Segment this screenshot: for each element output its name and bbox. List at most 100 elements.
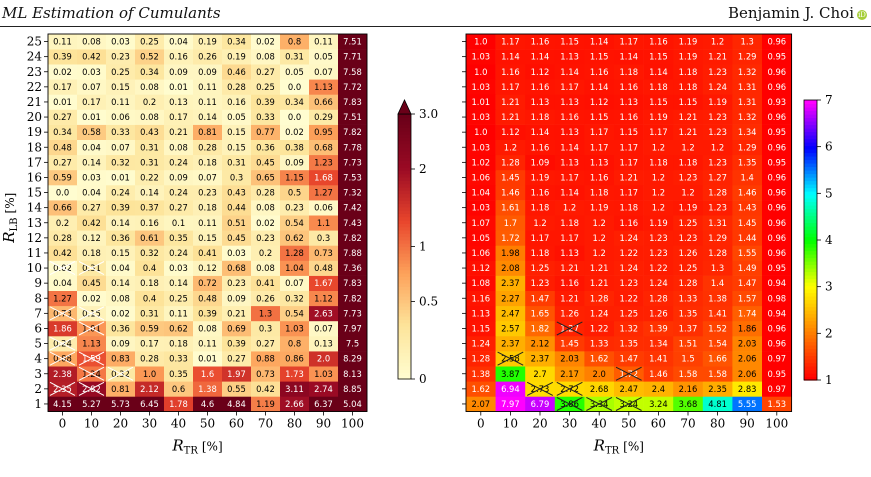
- cell-label: 1.19: [531, 172, 550, 182]
- cell-label: 0.44: [227, 203, 246, 213]
- cell-label: 1.0: [474, 37, 487, 47]
- cell-label: 1.19: [679, 203, 698, 213]
- colorbar-band: [804, 317, 817, 322]
- heatmap-cell: [762, 245, 792, 261]
- heatmap-cell: [135, 200, 165, 216]
- cell-label: 0.34: [53, 127, 72, 137]
- heatmap-cell: [702, 245, 733, 261]
- x-tick-label: 100: [765, 417, 788, 431]
- colorbar-band: [804, 282, 817, 287]
- cell-label: 1.21: [619, 172, 638, 182]
- cell-cross-mark: [78, 381, 105, 396]
- heatmap-cell: [77, 169, 107, 186]
- heatmap-cell: [495, 230, 526, 246]
- heatmap-cell: [222, 396, 252, 412]
- heatmap-cell: [702, 381, 733, 397]
- colorbar-band: [804, 355, 817, 360]
- colorbar-band: [398, 213, 411, 218]
- cell-label: 1.3: [259, 308, 272, 318]
- heatmap-cell: [164, 230, 194, 246]
- cell-label: 1.16: [531, 142, 550, 152]
- y-tick-label: 22: [27, 80, 42, 94]
- heatmap-cell: [525, 305, 556, 322]
- cell-label: 2.83: [738, 384, 757, 394]
- cell-label: 0.11: [198, 97, 217, 107]
- cell-label: 1.14: [531, 127, 550, 137]
- heatmap-cell: [251, 79, 281, 95]
- heatmap-cell: [106, 396, 136, 412]
- colorbar-band: [398, 375, 411, 380]
- heatmap-cell: [77, 215, 107, 231]
- cell-label: 1.13: [560, 52, 579, 62]
- colorbar-band: [398, 349, 411, 354]
- cell-label: 0.36: [111, 233, 130, 243]
- cell-label: 1.25: [531, 263, 550, 273]
- cell-label: 2.06: [738, 369, 757, 379]
- heatmap-cell: [77, 34, 107, 50]
- y-tick-label: 16: [27, 170, 42, 184]
- cell-label: 0.04: [169, 37, 188, 47]
- colorbar-tick-label: 0: [419, 372, 427, 386]
- heatmap-cell: [77, 79, 107, 95]
- cell-label: 1.15: [590, 52, 609, 62]
- colorbar-band: [398, 299, 411, 304]
- heatmap-cell: [614, 245, 644, 261]
- heatmap-cell: [554, 275, 585, 291]
- colorbar-band: [804, 198, 817, 203]
- colorbar-band: [398, 342, 411, 347]
- cell-label: 0.23: [111, 52, 130, 62]
- heatmap-cell: [762, 351, 792, 367]
- cell-label: 1.16: [560, 112, 579, 122]
- colorbar-tick-label: 0.5: [419, 294, 438, 308]
- cell-cross-mark: [78, 366, 105, 381]
- cell-label: 0.05: [314, 52, 333, 62]
- colorbar-band: [804, 128, 817, 133]
- heatmap-cell: [164, 215, 194, 231]
- heatmap-cell: [525, 260, 556, 276]
- cell-cross-mark: [49, 306, 76, 321]
- y-tick-label: 3: [34, 367, 42, 381]
- heatmap-cell: [762, 396, 792, 412]
- heatmap-cell: [584, 230, 615, 246]
- heatmap-cell: [466, 169, 496, 186]
- cell-label: 1.2: [593, 233, 606, 243]
- cell-label: 1.19: [256, 399, 275, 409]
- colorbar-band: [804, 145, 817, 150]
- heatmap-cell: [135, 139, 165, 156]
- heatmap-cell: [280, 34, 310, 50]
- heatmap-cell: [732, 215, 763, 231]
- heatmap-cell: [643, 215, 674, 231]
- cell-label: 0.94: [767, 308, 786, 318]
- orcid-icon[interactable]: iD: [857, 10, 867, 20]
- cell-label: 1.23: [649, 248, 668, 258]
- cell-label: 8.13: [343, 369, 362, 379]
- cell-label: 0.17: [169, 112, 188, 122]
- heatmap-cell: [614, 185, 644, 201]
- cell-label: 7.58: [343, 67, 362, 77]
- cell-label: 1.78: [169, 399, 188, 409]
- cell-label: 1.23: [679, 172, 698, 182]
- cell-label: 1.74: [738, 308, 757, 318]
- heatmap-cell: [280, 139, 310, 156]
- heatmap-cell: [673, 336, 704, 352]
- heatmap-cell: [106, 124, 136, 140]
- heatmap-cell: [193, 381, 223, 397]
- colorbar-band: [804, 180, 817, 185]
- heatmap-cell: [643, 154, 674, 171]
- cell-label: 0.69: [227, 323, 246, 333]
- y-tick-label: 21: [27, 95, 42, 109]
- colorbar-band: [398, 309, 411, 314]
- colorbar-band: [398, 352, 411, 357]
- heatmap-cell: [338, 64, 368, 80]
- cell-label: 1.4: [741, 172, 754, 182]
- cell-label: 0.29: [314, 112, 333, 122]
- heatmap-cell: [48, 169, 78, 186]
- heatmap-cell: [338, 79, 368, 95]
- heatmap-cell: [673, 169, 704, 186]
- colorbar-band: [398, 259, 411, 264]
- cell-label: 0.12: [82, 233, 101, 243]
- cell-label: 0.21: [227, 308, 246, 318]
- cell-label: 0.28: [140, 354, 159, 364]
- heatmap-cell: [673, 139, 704, 156]
- heatmap-cell: [280, 154, 310, 171]
